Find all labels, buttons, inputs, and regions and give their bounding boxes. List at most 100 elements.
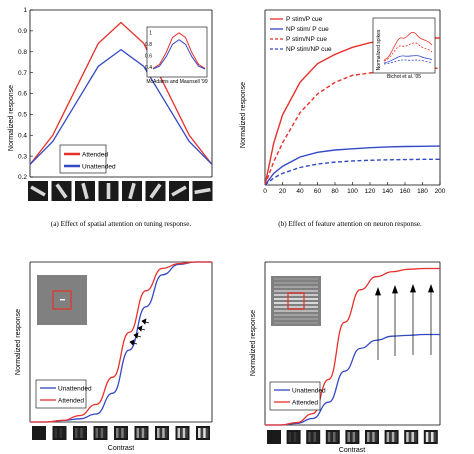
panel-b-xtick-label: 100 xyxy=(347,188,358,195)
panel-a-ytick-label: 1 xyxy=(23,7,27,14)
contrast-grating-stripe xyxy=(141,428,145,438)
contrast-grating-stripe xyxy=(77,428,81,438)
panel-d-stimulus-background xyxy=(271,276,321,326)
contrast-grating-stripe xyxy=(118,428,122,438)
contrast-grating-stripe xyxy=(374,432,378,442)
panel-b-xtick-label: 160 xyxy=(400,188,411,195)
panel-a-orientation-thumbnails xyxy=(28,181,213,201)
panel-d-contrast-thumbnails xyxy=(267,430,438,444)
contrast-grating-stripe xyxy=(82,428,86,438)
panel-b-legend: P stim/P cue NP stim/ P cue P stim/NP cu… xyxy=(270,16,332,53)
panel-d-series xyxy=(264,267,440,426)
contrast-grating-stripe xyxy=(274,432,277,442)
contrast-grating-stripe xyxy=(136,428,140,438)
panel-b-xtick-label: 140 xyxy=(382,188,393,195)
contrast-grating-stripe xyxy=(386,432,390,442)
contrast-grating-stripe xyxy=(389,432,392,442)
panel-a-inset-line-0 xyxy=(152,32,206,69)
panel-a-ylabel: Normalized response xyxy=(8,85,15,151)
grating-stripe xyxy=(274,282,318,284)
contrast-grating-stripe xyxy=(59,428,63,438)
legend-label-d-attended: Attended xyxy=(292,400,318,407)
contrast-grating-stripe xyxy=(139,428,142,438)
legend-label-p-stim-p-cue: P stim/P cue xyxy=(286,16,323,23)
panel-b-feature-chart: 0 20 40 60 80 100 120 140 160 180 200 Normalized r… xyxy=(240,9,446,228)
contrast-grating-stripe xyxy=(164,428,168,438)
contrast-grating-stripe xyxy=(205,428,209,438)
contrast-grating-stripe xyxy=(372,432,375,442)
grating-stripe xyxy=(274,290,318,292)
grating-stripe xyxy=(274,278,318,280)
contrast-grating-stripe xyxy=(98,428,101,438)
legend-label-c-unattended: Unattended xyxy=(58,386,92,393)
panel-c-contrast-chart: Normalized response Unattended Attended … xyxy=(15,261,213,452)
orientation-bar xyxy=(171,185,187,197)
arrow-head-1 xyxy=(129,339,135,346)
panel-a-inset-ytick-label: 0.6 xyxy=(145,54,152,60)
orientation-bar xyxy=(30,185,46,197)
panel-b-ylabel: Normalized response xyxy=(240,82,247,148)
panel-b-inset-line-2 xyxy=(383,42,433,62)
legend-label-np-stim-np-cue: NP stim/NP cue xyxy=(286,46,332,53)
contrast-grating-stripe xyxy=(203,428,206,438)
panel-d-contrast-chart: Normalized response Unattended Attended … xyxy=(250,261,441,454)
legend-label-attended: Attended xyxy=(82,152,108,159)
contrast-grating-stripe xyxy=(310,432,314,442)
grating-stripe xyxy=(274,294,318,296)
contrast-grating-stripe xyxy=(182,428,186,438)
panel-a-ytick-label: 0.2 xyxy=(18,174,27,181)
panel-b-inset-frame xyxy=(372,17,436,74)
panel-a-inset-series xyxy=(152,32,206,70)
orientation-bar xyxy=(149,183,162,199)
panel-a-line-attended xyxy=(29,21,213,165)
contrast-grating-stripe xyxy=(431,432,434,442)
grating-stripe xyxy=(274,286,318,288)
panel-d-stimulus-image xyxy=(271,276,321,326)
panel-d-gain-arrows xyxy=(375,283,434,360)
panel-b-inset-line-3 xyxy=(383,55,433,64)
contrast-grating-stripe xyxy=(291,432,294,442)
contrast-grating-stripe xyxy=(116,428,119,438)
panel-a-ytick-label: 0.9 xyxy=(18,28,27,35)
contrast-grating-stripe xyxy=(313,432,316,442)
panel-a-ytick-label: 0.8 xyxy=(18,49,27,56)
grating-stripe xyxy=(274,298,318,300)
panel-b-xtick-label: 20 xyxy=(279,188,287,195)
contrast-grating-stripe xyxy=(330,432,333,442)
orientation-bar xyxy=(128,182,136,200)
legend-label-unattended: Unattended xyxy=(82,164,116,171)
panel-c-line-attended xyxy=(29,261,212,423)
contrast-grating-stripe xyxy=(54,428,58,438)
panel-b-line-p-stim-np-cue xyxy=(264,67,440,186)
contrast-grating-stripe xyxy=(57,428,60,438)
contrast-grating-stripe xyxy=(428,432,431,442)
contrast-grating-stripe xyxy=(121,428,124,438)
panel-c-ylabel: Normalized response xyxy=(15,309,22,375)
contrast-grating-stripe xyxy=(200,428,204,438)
contrast-grating-stripe xyxy=(347,432,350,442)
panel-d-line-attended xyxy=(264,267,440,426)
panel-a-inset-label: McAdams and Maunsell '99 xyxy=(146,79,207,85)
panel-c-legend xyxy=(35,379,87,409)
contrast-grating-stripe xyxy=(39,428,42,438)
panel-b-inset-ylabel: Normalized spikes xyxy=(376,29,382,70)
contrast-grating-stripe xyxy=(408,432,412,442)
panel-a-inset-y-ticks: 0.4 0.6 0.8 1 xyxy=(145,31,152,71)
panel-a-line-unattended xyxy=(29,48,213,165)
panel-a-legend xyxy=(59,144,107,174)
grating-stripe xyxy=(274,310,318,312)
contrast-grating-stripe xyxy=(333,432,336,442)
panel-b-xtick-label: 200 xyxy=(435,188,446,195)
contrast-grating-stripe xyxy=(367,432,370,442)
legend-label-np-stim-p-cue: NP stim/ P cue xyxy=(286,26,329,33)
contrast-grating-stripe xyxy=(162,428,165,438)
contrast-grating-stripe xyxy=(41,428,45,438)
panel-c-contrast-thumbnails xyxy=(32,426,210,440)
contrast-grating-stripe xyxy=(316,432,319,442)
contrast-grating-stripe xyxy=(100,428,104,438)
grating-stripe xyxy=(274,306,318,308)
contrast-grating-stripe xyxy=(411,432,414,442)
contrast-grating-stripe xyxy=(276,432,280,442)
contrast-grating-stripe xyxy=(394,432,397,442)
panel-d-grating xyxy=(274,278,318,324)
